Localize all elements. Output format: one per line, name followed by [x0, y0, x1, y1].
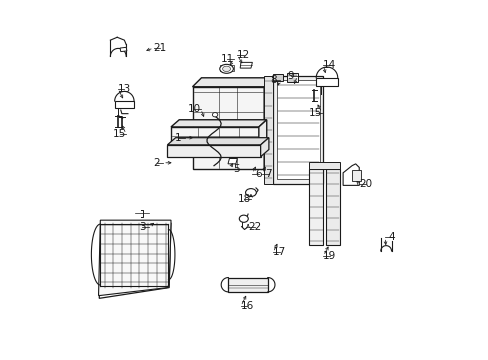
Ellipse shape: [222, 66, 230, 72]
Polygon shape: [227, 158, 237, 164]
Polygon shape: [264, 78, 273, 169]
Text: 3: 3: [139, 222, 145, 231]
Polygon shape: [277, 80, 319, 179]
Text: 20: 20: [358, 179, 371, 189]
Polygon shape: [171, 127, 258, 145]
Text: 18: 18: [237, 194, 251, 204]
Text: 10: 10: [187, 104, 201, 114]
Polygon shape: [99, 223, 171, 298]
Polygon shape: [343, 164, 359, 185]
Text: 22: 22: [247, 222, 261, 232]
Polygon shape: [316, 78, 337, 86]
Polygon shape: [308, 169, 323, 245]
Polygon shape: [258, 120, 266, 145]
Polygon shape: [171, 120, 266, 127]
Text: 4: 4: [387, 232, 394, 242]
Text: 1: 1: [175, 133, 181, 143]
Ellipse shape: [219, 64, 233, 73]
Polygon shape: [192, 78, 273, 87]
Polygon shape: [286, 73, 297, 82]
Polygon shape: [228, 278, 267, 292]
Polygon shape: [260, 138, 268, 157]
Text: 7: 7: [265, 168, 272, 179]
Text: 17: 17: [272, 247, 285, 257]
Polygon shape: [351, 170, 360, 181]
Ellipse shape: [245, 189, 256, 197]
Text: 13: 13: [118, 84, 131, 94]
Polygon shape: [167, 145, 260, 157]
Text: 8: 8: [269, 75, 276, 85]
Ellipse shape: [212, 113, 217, 117]
Ellipse shape: [239, 215, 248, 222]
Polygon shape: [120, 47, 126, 51]
Polygon shape: [240, 62, 252, 68]
Text: 14: 14: [323, 60, 336, 70]
Polygon shape: [99, 220, 171, 296]
Polygon shape: [308, 162, 339, 169]
Text: 19: 19: [323, 251, 336, 261]
Polygon shape: [273, 76, 323, 184]
Polygon shape: [167, 138, 268, 145]
Text: 15: 15: [113, 129, 126, 139]
Text: 21: 21: [153, 43, 166, 53]
Text: 12: 12: [237, 50, 250, 60]
Text: 5: 5: [233, 164, 240, 174]
Polygon shape: [192, 87, 264, 169]
Polygon shape: [115, 101, 134, 108]
Text: 15: 15: [308, 108, 322, 118]
Polygon shape: [273, 74, 283, 81]
Polygon shape: [220, 64, 223, 71]
Text: 2: 2: [153, 158, 160, 168]
Text: 11: 11: [220, 54, 233, 64]
Text: 16: 16: [240, 301, 253, 311]
Polygon shape: [264, 76, 273, 184]
Polygon shape: [229, 64, 233, 71]
Text: 9: 9: [287, 71, 294, 81]
Text: 6: 6: [255, 168, 262, 179]
Polygon shape: [325, 169, 339, 245]
